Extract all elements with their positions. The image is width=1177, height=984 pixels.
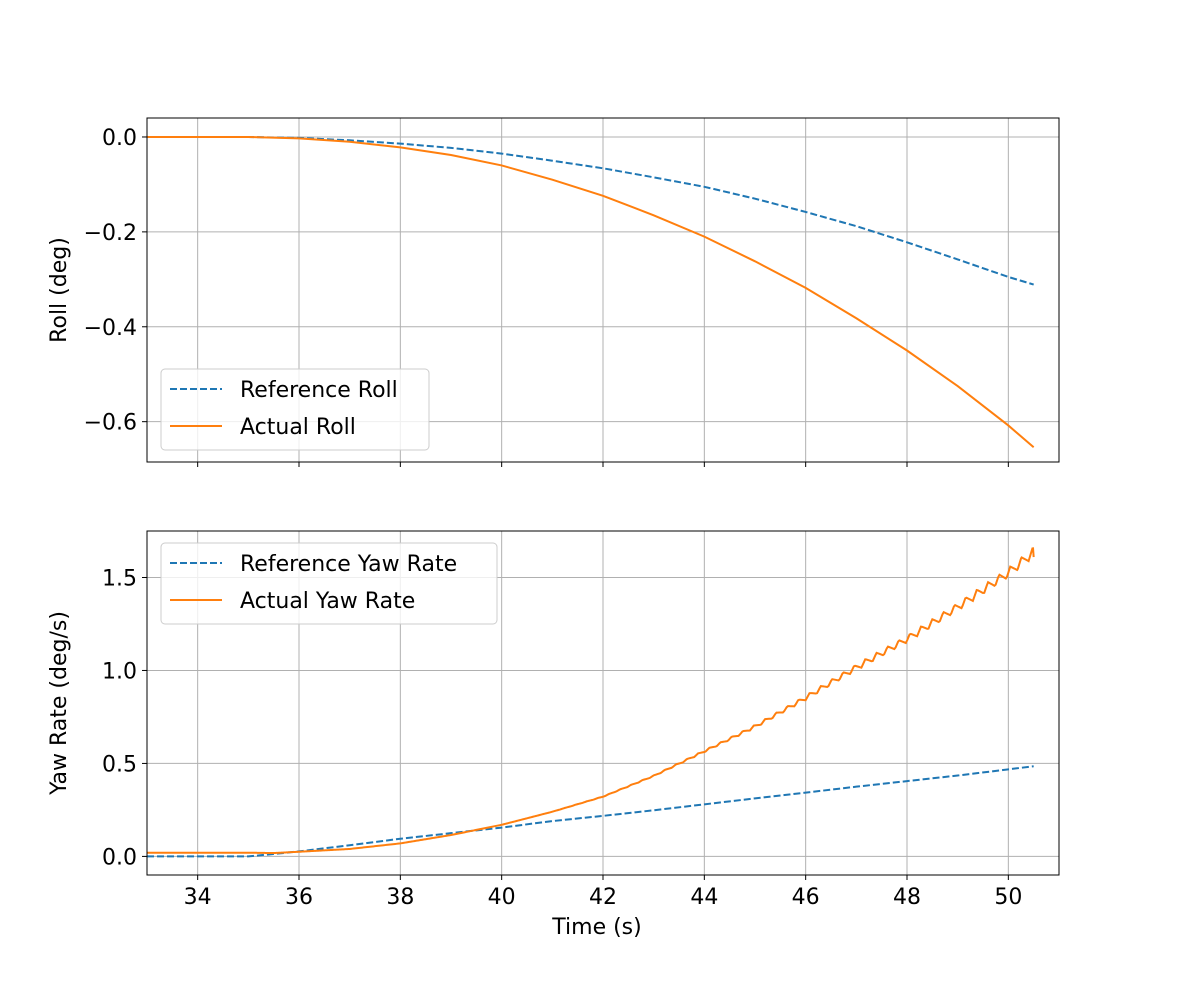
legend-label: Actual Roll — [240, 415, 356, 440]
legend-box — [160, 368, 430, 451]
legend-label: Reference Roll — [240, 378, 398, 403]
x-tick-label: 42 — [589, 885, 617, 910]
x-tick-label: 38 — [386, 885, 414, 910]
legend-label: Reference Yaw Rate — [240, 552, 457, 577]
series-line-reference-yaw-rate — [147, 765, 1034, 858]
y-axis-label: Roll (deg) — [47, 237, 72, 343]
legend-label: Actual Yaw Rate — [240, 589, 415, 614]
x-tick-label: 50 — [994, 885, 1022, 910]
legend: Reference Roll Actual Roll — [160, 368, 430, 451]
y-tick-label: 1.5 — [102, 566, 137, 591]
x-axis-label: Time (s) — [551, 915, 641, 940]
y-tick-label: 0.0 — [102, 126, 137, 151]
legend-box — [160, 542, 498, 625]
y-tick-label: 0.5 — [102, 752, 137, 777]
legend: Reference Yaw Rate Actual Yaw Rate — [160, 542, 498, 625]
y-tick-label: −0.2 — [84, 221, 137, 246]
y-tick-label: 1.0 — [102, 659, 137, 684]
series-line-actual-roll — [147, 135, 1035, 449]
x-tick-label: 34 — [184, 885, 212, 910]
x-tick-label: 46 — [792, 885, 820, 910]
roll-subplot: 0.0 −0.2 −0.4 −0.6 Roll (deg) Reference Roll A… — [47, 117, 1060, 467]
series-line-actual-yaw-rate — [147, 547, 1035, 855]
y-tick-label: −0.4 — [84, 316, 137, 341]
y-tick-label: −0.6 — [84, 411, 137, 436]
y-axis-label: Yaw Rate (deg/s) — [47, 611, 72, 796]
x-tick-label: 40 — [488, 885, 516, 910]
yaw-rate-subplot: 34 36 38 40 42 44 46 48 50 0.0 0.5 1.0 1.5 Yaw Rate (… — [47, 530, 1060, 940]
x-tick-label: 44 — [690, 885, 718, 910]
x-tick-label: 48 — [893, 885, 921, 910]
x-tick-label: 36 — [285, 885, 313, 910]
series-line-reference-roll — [147, 135, 1034, 286]
y-tick-label: 0.0 — [102, 845, 137, 870]
